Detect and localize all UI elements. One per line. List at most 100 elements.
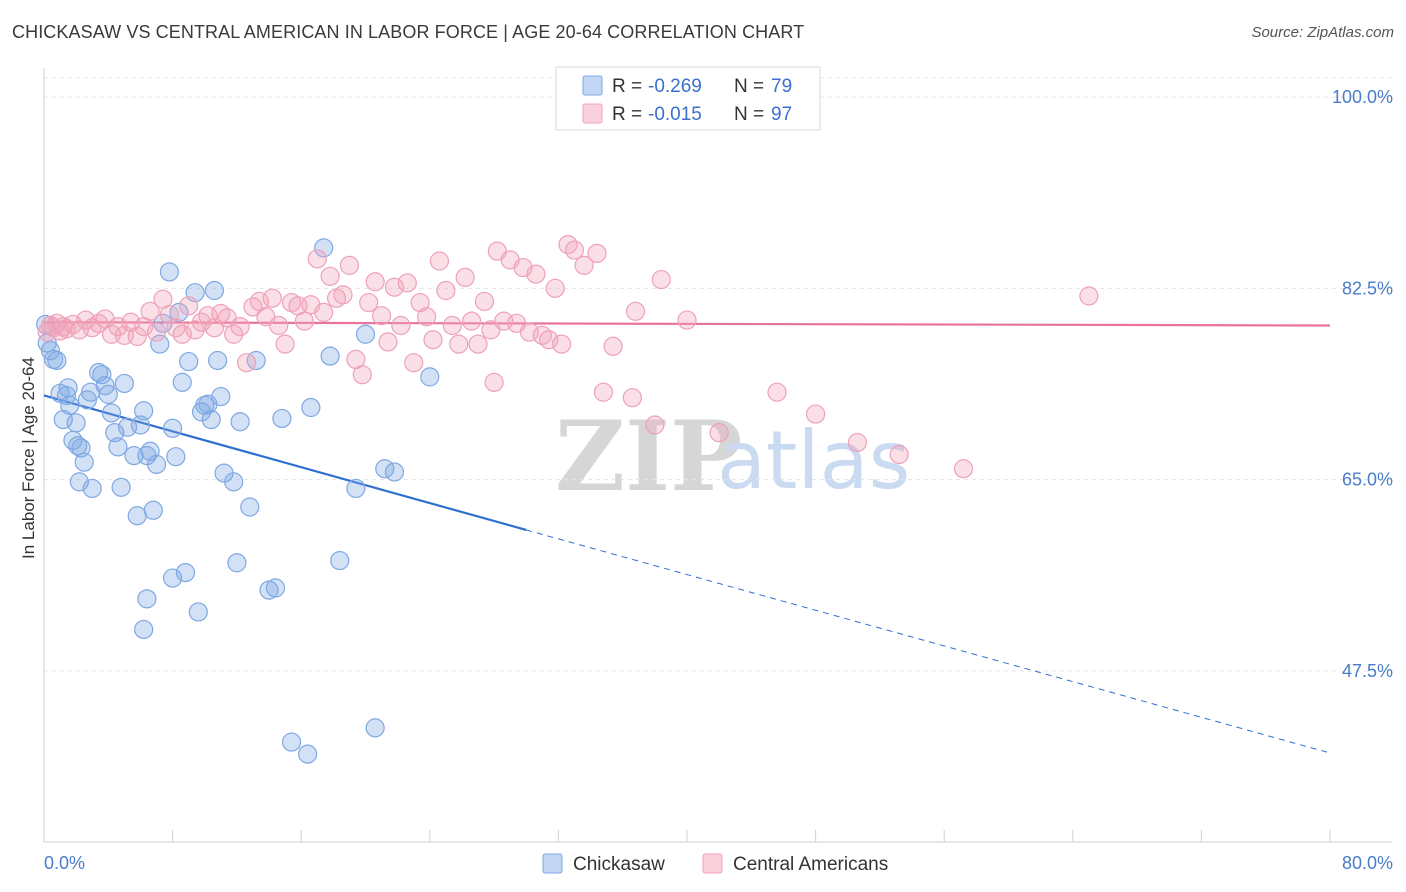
- legend-swatch-central-americans: [582, 103, 603, 124]
- data-point: [236, 353, 257, 373]
- data-point: [391, 315, 411, 336]
- x-tick-label: 80.0%: [1342, 853, 1393, 873]
- data-point: [163, 568, 183, 588]
- legend-n-label-1: N =: [734, 76, 764, 97]
- data-point: [423, 330, 443, 350]
- data-point: [134, 401, 154, 421]
- data-point: [114, 373, 134, 394]
- legend-swatch-chickasaw: [582, 75, 603, 96]
- data-point: [281, 732, 302, 752]
- data-point: [442, 315, 462, 336]
- data-point: [275, 334, 295, 354]
- data-point: [953, 459, 974, 479]
- data-point: [397, 273, 417, 293]
- data-point: [365, 718, 385, 738]
- data-point: [436, 280, 456, 301]
- data-point: [461, 311, 482, 331]
- data-point: [484, 372, 504, 392]
- data-point: [587, 243, 607, 263]
- watermark-zip: ZIP: [555, 400, 742, 513]
- data-point: [230, 317, 250, 337]
- chart-title: CHICKASAW VS CENTRAL AMERICAN IN LABOR F…: [12, 22, 805, 42]
- data-point: [767, 382, 787, 402]
- data-point: [352, 365, 372, 385]
- data-point: [847, 432, 867, 453]
- data-point: [179, 351, 199, 372]
- data-point: [889, 444, 909, 465]
- data-point: [172, 324, 192, 344]
- data-point: [314, 238, 334, 258]
- data-point: [404, 353, 424, 373]
- legend-n-value-2: 97: [771, 104, 792, 125]
- watermark-atlas: atlas: [717, 414, 910, 507]
- data-point: [307, 249, 327, 269]
- data-point: [339, 255, 360, 275]
- data-point: [539, 330, 559, 350]
- data-point: [294, 311, 315, 331]
- data-point: [468, 334, 488, 354]
- data-point: [121, 312, 141, 332]
- data-point: [66, 413, 86, 433]
- data-point: [137, 589, 157, 609]
- correlation-legend: R = -0.269 N = 79 R = -0.015 N = 97: [555, 66, 821, 131]
- x-tick-labels: 0.0% 80.0%: [44, 853, 1393, 873]
- data-point: [416, 307, 437, 327]
- data-point: [224, 472, 244, 492]
- axes: [43, 68, 1392, 843]
- data-point: [298, 744, 318, 764]
- data-point: [127, 506, 147, 526]
- data-point: [455, 267, 475, 287]
- data-point: [134, 619, 154, 640]
- gridlines: [44, 77, 1392, 672]
- data-point: [378, 332, 398, 352]
- series-swatch-chickasaw: [542, 853, 563, 874]
- data-point: [130, 415, 151, 435]
- data-point: [159, 262, 179, 282]
- data-point: [333, 285, 353, 305]
- data-point: [71, 438, 91, 458]
- trend-line-chickasaw-extension: [526, 529, 1331, 754]
- data-point: [265, 578, 286, 598]
- data-point: [625, 301, 646, 321]
- data-point: [262, 288, 282, 308]
- data-point: [593, 382, 614, 402]
- data-point: [172, 372, 192, 392]
- data-point: [709, 423, 729, 443]
- data-point: [240, 497, 260, 517]
- data-point: [163, 418, 183, 438]
- data-point: [166, 447, 186, 467]
- trend-lines: [43, 321, 1331, 754]
- data-point: [526, 264, 546, 284]
- data-point: [127, 326, 147, 347]
- data-point: [58, 378, 78, 398]
- y-tick-label: 47.5%: [1342, 661, 1393, 681]
- data-point: [301, 397, 321, 418]
- data-point: [365, 272, 385, 292]
- data-point: [143, 500, 163, 520]
- data-point: [68, 436, 88, 456]
- data-point: [677, 310, 697, 330]
- data-point: [449, 334, 469, 354]
- legend-n-label-2: N =: [734, 104, 764, 125]
- data-point: [355, 324, 376, 344]
- legend-n-value-1: 79: [771, 76, 792, 97]
- data-point: [146, 454, 167, 474]
- data-point: [227, 553, 247, 573]
- data-point: [204, 318, 224, 338]
- data-point: [269, 315, 289, 336]
- data-point: [179, 296, 199, 316]
- data-point: [474, 291, 495, 312]
- data-point: [371, 306, 392, 326]
- data-point: [651, 269, 671, 290]
- data-point: [346, 478, 366, 499]
- data-point: [545, 278, 565, 298]
- data-point: [805, 404, 826, 424]
- data-point: [330, 550, 350, 571]
- y-tick-labels: 100.0% 82.5% 65.0% 47.5%: [1332, 87, 1393, 681]
- data-point: [320, 346, 340, 366]
- data-point: [185, 320, 205, 340]
- data-point: [410, 292, 430, 313]
- series-legend: Chickasaw Central Americans: [542, 853, 888, 875]
- data-point: [108, 437, 128, 457]
